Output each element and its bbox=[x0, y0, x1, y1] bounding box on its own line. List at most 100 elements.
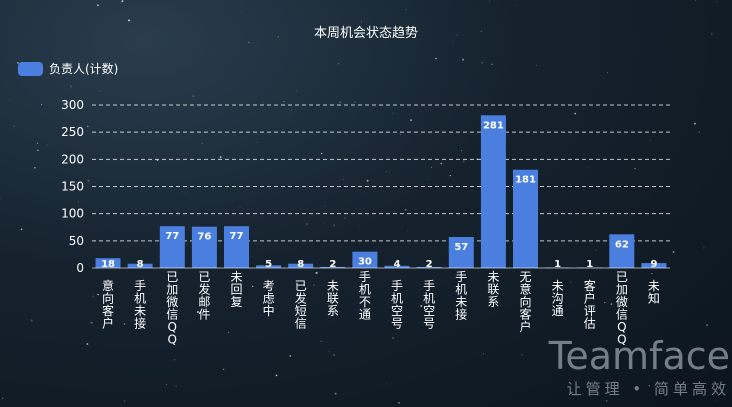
y-tick-label: 0 bbox=[76, 261, 84, 275]
y-tick-label: 300 bbox=[61, 98, 84, 112]
legend[interactable]: 负责人(计数) bbox=[18, 60, 118, 77]
star bbox=[87, 179, 90, 182]
star bbox=[400, 134, 401, 135]
star bbox=[693, 122, 696, 125]
star bbox=[77, 201, 79, 203]
star bbox=[239, 207, 241, 208]
star bbox=[146, 214, 147, 216]
star bbox=[354, 101, 356, 103]
star bbox=[386, 383, 387, 385]
star bbox=[570, 281, 572, 283]
x-category-label: 意向客户 bbox=[102, 278, 114, 331]
x-category-label: 手机空号 bbox=[423, 279, 435, 331]
star bbox=[710, 32, 713, 35]
star bbox=[92, 295, 95, 298]
x-category-label: 已加微信 Q Q bbox=[616, 270, 628, 347]
star bbox=[13, 125, 15, 127]
star bbox=[9, 99, 11, 101]
star bbox=[46, 144, 48, 146]
bar bbox=[352, 251, 378, 268]
star bbox=[69, 85, 72, 88]
y-tick-label: 250 bbox=[61, 125, 84, 139]
legend-swatch bbox=[18, 61, 43, 76]
star bbox=[334, 392, 337, 395]
star bbox=[716, 1, 717, 3]
star bbox=[97, 293, 99, 296]
star bbox=[56, 358, 57, 359]
star bbox=[344, 217, 346, 219]
star bbox=[338, 63, 340, 65]
bar bbox=[448, 237, 474, 268]
star bbox=[30, 319, 33, 322]
star bbox=[654, 231, 655, 232]
x-category-label: 手机不通 bbox=[359, 270, 371, 322]
star bbox=[405, 9, 407, 11]
x-category-label: 手机未接 bbox=[455, 270, 467, 322]
x-category-label: 考虑中 bbox=[263, 279, 275, 318]
y-tick-label: 50 bbox=[69, 234, 84, 248]
star bbox=[578, 55, 580, 56]
star bbox=[440, 162, 443, 165]
star bbox=[339, 101, 342, 104]
star bbox=[620, 304, 622, 307]
star bbox=[392, 113, 394, 115]
legend-label: 负责人(计数) bbox=[49, 62, 119, 76]
bar bbox=[609, 234, 635, 268]
star bbox=[480, 30, 482, 32]
star bbox=[714, 399, 716, 401]
star bbox=[651, 272, 653, 275]
star bbox=[90, 321, 93, 324]
x-category-label: 手机未接 bbox=[134, 279, 146, 331]
star bbox=[222, 368, 225, 371]
star bbox=[461, 150, 462, 152]
star bbox=[328, 351, 330, 353]
bar bbox=[159, 226, 185, 268]
x-category-label: 未回复 bbox=[230, 270, 242, 309]
star bbox=[313, 284, 315, 287]
star bbox=[462, 58, 465, 61]
x-category-label: 手机空号 bbox=[391, 279, 403, 331]
star bbox=[51, 65, 52, 66]
watermark-slogan: 让管理 • 简单高效 bbox=[566, 380, 730, 398]
star bbox=[610, 303, 613, 305]
star bbox=[315, 271, 318, 274]
watermark-brand: Teamface bbox=[548, 334, 730, 378]
star bbox=[361, 20, 363, 22]
x-category-label: 未联系 bbox=[327, 279, 339, 318]
star bbox=[0, 197, 1, 199]
star bbox=[74, 183, 77, 186]
star bbox=[386, 171, 387, 172]
bar-value-label: 77 bbox=[230, 231, 244, 242]
star bbox=[196, 311, 199, 313]
bar-value-label: 18 bbox=[101, 259, 115, 270]
star bbox=[289, 355, 292, 357]
x-category-label: 已发邮件 bbox=[198, 270, 210, 322]
star bbox=[398, 402, 400, 404]
star bbox=[228, 331, 230, 334]
star bbox=[614, 387, 616, 389]
star bbox=[431, 166, 432, 168]
star bbox=[706, 324, 709, 327]
star bbox=[329, 300, 331, 302]
bar bbox=[416, 266, 442, 268]
star bbox=[368, 307, 371, 310]
star bbox=[607, 72, 609, 74]
star bbox=[703, 247, 705, 249]
star bbox=[358, 227, 360, 229]
star bbox=[446, 156, 447, 157]
star bbox=[480, 355, 482, 357]
bar-value-label: 8 bbox=[137, 259, 144, 270]
star bbox=[698, 131, 700, 133]
star bbox=[123, 14, 124, 16]
star bbox=[406, 230, 408, 232]
star bbox=[515, 5, 517, 7]
star bbox=[82, 133, 83, 134]
star bbox=[404, 208, 407, 211]
star bbox=[456, 34, 458, 36]
star bbox=[124, 400, 126, 402]
star bbox=[521, 354, 523, 356]
star bbox=[694, 0, 696, 2]
star bbox=[165, 384, 167, 386]
chart-title: 本周机会状态趋势 bbox=[313, 26, 418, 41]
star bbox=[123, 323, 126, 325]
